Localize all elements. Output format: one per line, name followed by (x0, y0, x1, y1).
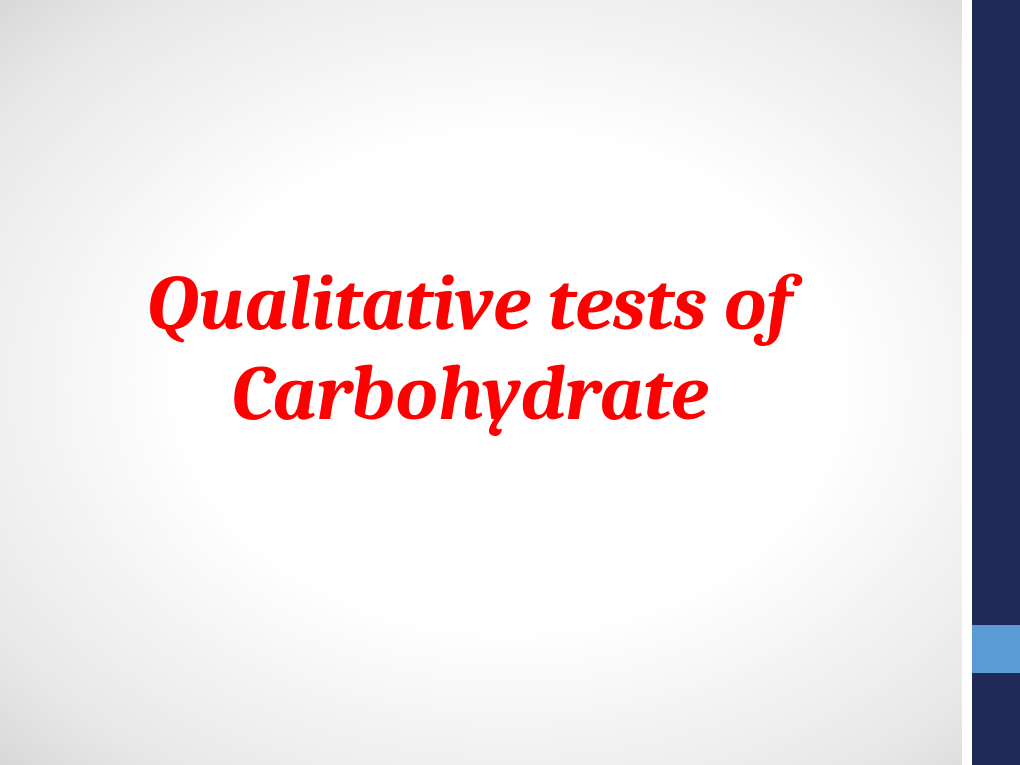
sidebar-accent-block (972, 625, 1020, 673)
slide: Qualitative tests of Carbohydrate (0, 0, 1020, 765)
slide-title: Qualitative tests of Carbohydrate (0, 260, 940, 439)
sidebar-gap (962, 0, 972, 765)
title-container: Qualitative tests of Carbohydrate (0, 260, 940, 439)
